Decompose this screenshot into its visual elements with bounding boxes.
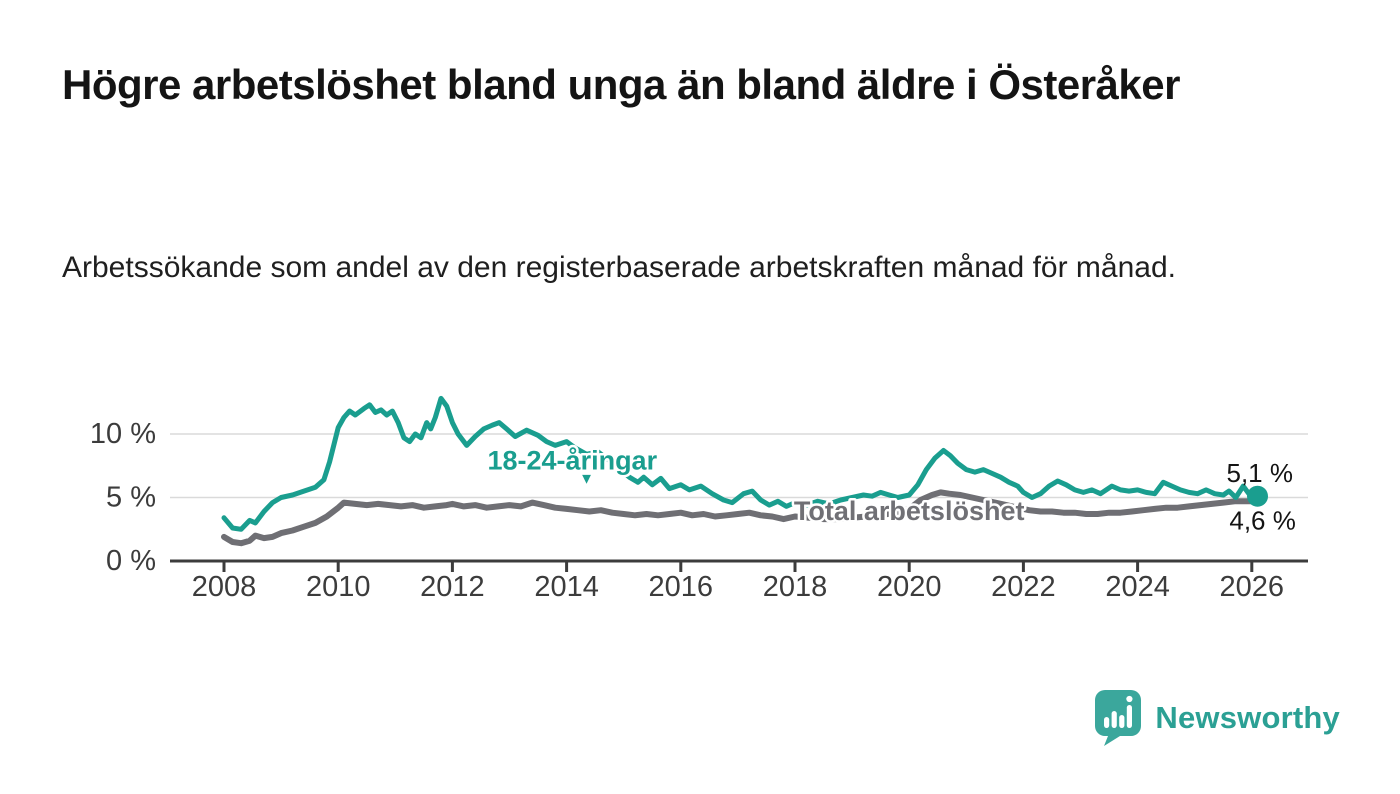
- x-axis-tick-label: 2012: [420, 571, 485, 603]
- logo-bar-1: [1104, 717, 1110, 728]
- x-axis-tick-label: 2008: [192, 571, 257, 603]
- logo-bubble: [1095, 690, 1142, 746]
- series-line-total: [221, 489, 1264, 547]
- x-axis-tick-label: 2022: [991, 571, 1056, 603]
- brand-footer: Newsworthy: [1094, 690, 1340, 746]
- y-axis-tick-label: 0 %: [106, 545, 156, 577]
- x-axis-tick-label: 2026: [1220, 571, 1285, 603]
- x-axis-tick-label: 2014: [534, 571, 599, 603]
- newsworthy-logo-icon: [1095, 690, 1142, 746]
- series-line-youth: [221, 395, 1260, 532]
- series-label-total: Total arbetslöshet: [794, 496, 1025, 526]
- x-axis-tick-label: 2018: [763, 571, 828, 603]
- x-axis-tick-label: 2016: [649, 571, 714, 603]
- end-value-label-total: 4,6 %: [1229, 506, 1296, 536]
- latest-point-dot-youth: [1247, 485, 1269, 507]
- logo-bar-2: [1111, 711, 1118, 728]
- x-axis-tick-label: 2010: [306, 571, 371, 603]
- chart-subtitle: Arbetssökande som andel av den registerb…: [62, 251, 1176, 284]
- x-axis-tick-label: 2020: [877, 571, 942, 603]
- y-axis-tick-label: 5 %: [106, 482, 156, 514]
- series-label-youth-arrow-icon: ▼: [579, 471, 594, 488]
- logo-bar-3: [1119, 715, 1125, 728]
- page-title: Högre arbetslöshet bland unga än bland ä…: [62, 61, 1180, 108]
- x-axis-tick-label: 2024: [1105, 571, 1170, 603]
- brand-name: Newsworthy: [1155, 700, 1340, 735]
- logo-excl-dot: [1126, 695, 1133, 703]
- series-label-youth: 18-24-åringar: [488, 446, 658, 476]
- y-axis-tick-label: 10 %: [90, 418, 156, 450]
- end-value-label-youth: 5,1 %: [1227, 458, 1294, 488]
- logo-excl-bar: [1127, 705, 1133, 728]
